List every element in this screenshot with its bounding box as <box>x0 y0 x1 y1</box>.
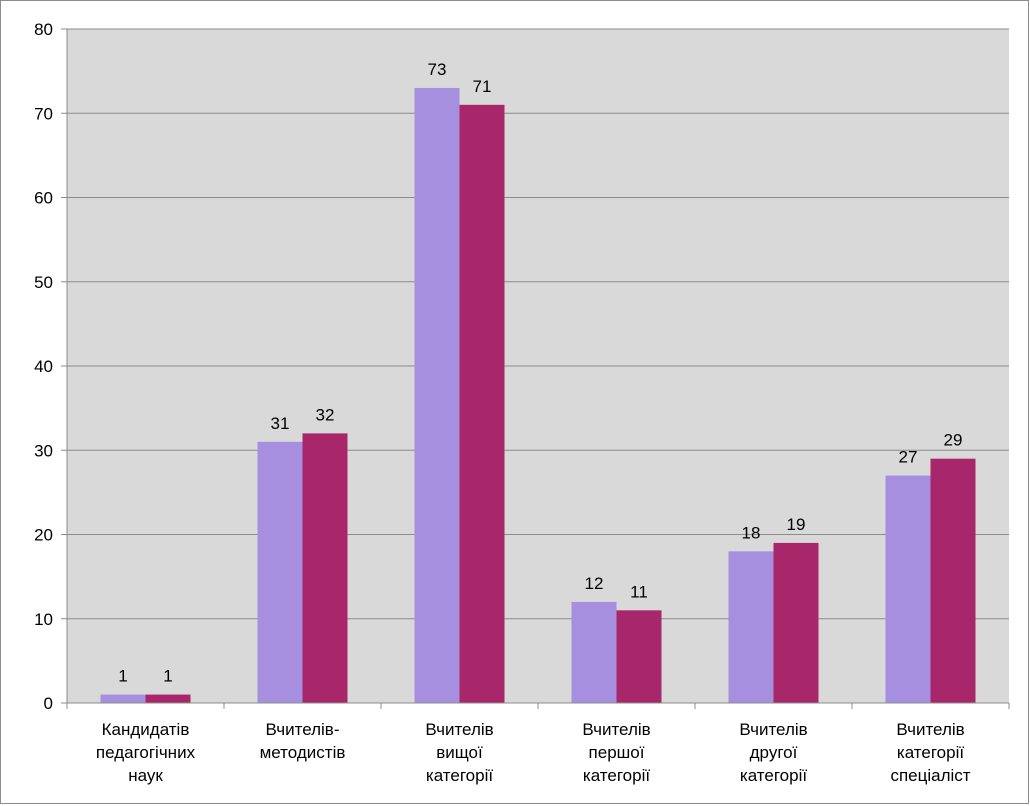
x-category-label: Вчителів <box>896 720 964 739</box>
x-category-label: методистів <box>260 743 346 762</box>
data-label: 27 <box>899 448 918 467</box>
x-category-label: педагогічних <box>96 743 196 762</box>
data-label: 1 <box>118 667 127 686</box>
bar <box>100 694 146 703</box>
x-category-label: вищої <box>436 743 483 762</box>
gridlines <box>67 28 1009 620</box>
x-category-label: Вчителів <box>582 720 650 739</box>
data-label: 29 <box>944 431 963 450</box>
data-label: 12 <box>585 574 604 593</box>
y-tick-label: 10 <box>34 610 53 629</box>
y-tick-label: 70 <box>34 104 53 123</box>
y-tick-label: 40 <box>34 357 53 376</box>
bar <box>459 104 505 703</box>
data-label: 11 <box>630 582 648 601</box>
bar <box>571 601 617 703</box>
data-label: 71 <box>473 77 492 96</box>
x-category-label: першої <box>589 743 645 762</box>
data-label: 18 <box>742 523 761 542</box>
y-tick-label: 20 <box>34 526 53 545</box>
bar <box>728 551 774 703</box>
data-label: 32 <box>316 405 335 424</box>
bar <box>302 433 348 703</box>
x-category-label: наук <box>128 766 163 785</box>
data-label: 1 <box>163 667 172 686</box>
bars <box>100 87 976 704</box>
data-label: 73 <box>428 60 447 79</box>
x-category-label: Вчителів- <box>265 720 339 739</box>
bar <box>414 87 460 704</box>
bar <box>773 542 819 703</box>
x-category-label: Кандидатів <box>102 720 190 739</box>
x-category-label: категорії <box>426 766 493 785</box>
y-tick-label: 0 <box>44 694 53 713</box>
bar <box>257 441 303 703</box>
x-category-label: другої <box>750 743 798 762</box>
x-category-label: Вчителів <box>739 720 807 739</box>
x-category-label: Вчителів <box>425 720 493 739</box>
y-tick-label: 60 <box>34 189 53 208</box>
data-label: 31 <box>271 414 290 433</box>
bar <box>930 458 976 703</box>
x-category-label: спеціаліст <box>890 766 970 785</box>
y-tick-label: 30 <box>34 441 53 460</box>
y-tick-label: 80 <box>34 20 53 39</box>
y-tick-label: 50 <box>34 273 53 292</box>
x-category-label: категорії <box>897 743 964 762</box>
x-category-label: категорії <box>740 766 807 785</box>
bar <box>145 694 191 703</box>
axes <box>61 28 1010 709</box>
bar <box>885 475 931 703</box>
x-category-label: категорії <box>583 766 650 785</box>
data-label: 19 <box>787 515 806 534</box>
bar <box>616 610 662 703</box>
